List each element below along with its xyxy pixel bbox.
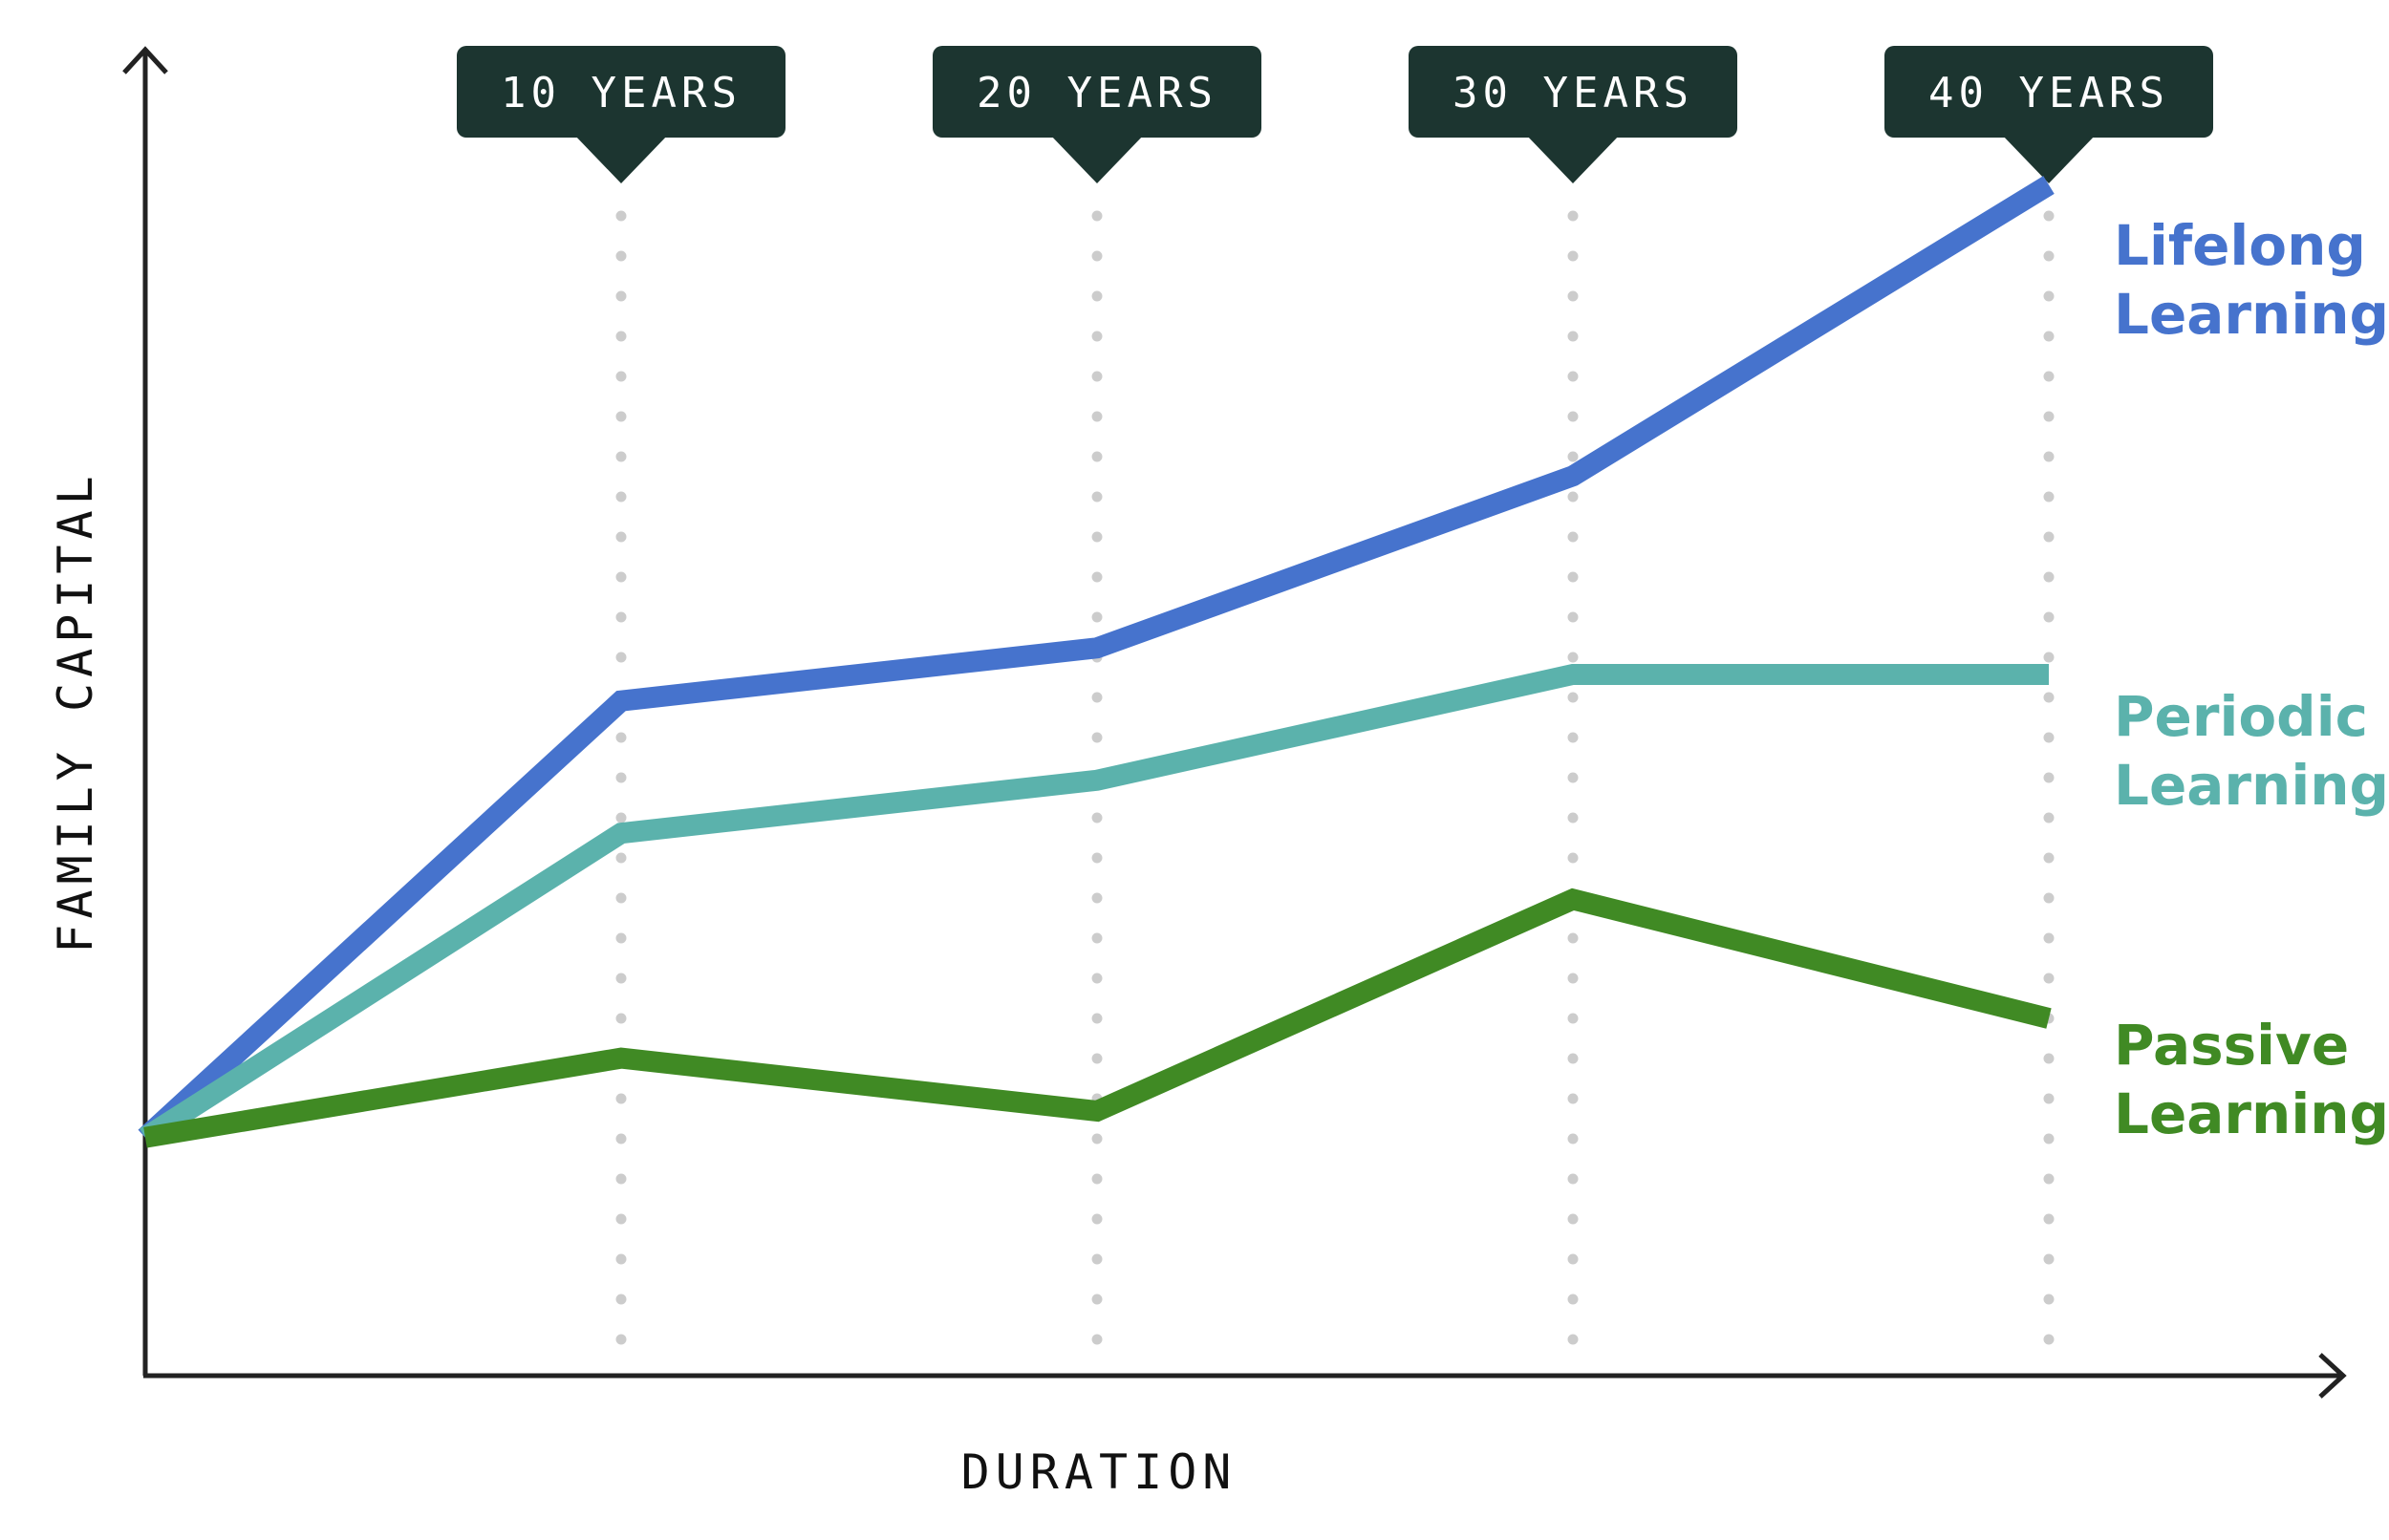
series-label-line: Learning [2114, 753, 2389, 818]
series-label-line: Lifelong [2114, 213, 2366, 278]
marker-40-years: 40 YEARS [1884, 46, 2213, 183]
marker-box [933, 46, 1261, 138]
marker-label: 20 YEARS [977, 69, 1217, 118]
series-label-line: Learning [2114, 1081, 2389, 1146]
series-lines [138, 176, 2055, 1148]
x-axis-label: DURATION [961, 1444, 1238, 1500]
marker-box [1884, 46, 2213, 138]
marker-pointer [2001, 134, 2097, 183]
series-line-passive-learning [143, 888, 2052, 1148]
marker-pointer [1049, 134, 1145, 183]
x-axis-arrow [2318, 1353, 2347, 1399]
marker-30-years: 30 YEARS [1409, 46, 1737, 183]
marker-pointer [1525, 134, 1621, 183]
year-guides [615, 210, 2055, 1360]
y-axis-label: FAMILY CAPITAL [48, 470, 103, 952]
marker-20-years: 20 YEARS [933, 46, 1261, 183]
series-label-line: Periodic [2114, 684, 2368, 749]
series-line-lifelong-learning [138, 176, 2055, 1145]
axes [122, 46, 2347, 1399]
marker-label: 10 YEARS [501, 69, 742, 118]
series-labels: LifelongLearningPeriodicLearningPassiveL… [2114, 213, 2389, 1146]
marker-pointer [573, 134, 669, 183]
marker-10-years: 10 YEARS [457, 46, 786, 183]
series-label-line: Learning [2114, 282, 2389, 347]
marker-box [1409, 46, 1737, 138]
series-label-line: Passive [2114, 1013, 2349, 1078]
marker-box [457, 46, 786, 138]
series-line-periodic-learning [140, 663, 2049, 1146]
year-markers: 10 YEARS 20 YEARS 30 YEARS 40 YEARS [457, 46, 2213, 183]
marker-label: 30 YEARS [1453, 69, 1693, 118]
y-axis-arrow [122, 46, 168, 75]
marker-label: 40 YEARS [1928, 69, 2169, 118]
